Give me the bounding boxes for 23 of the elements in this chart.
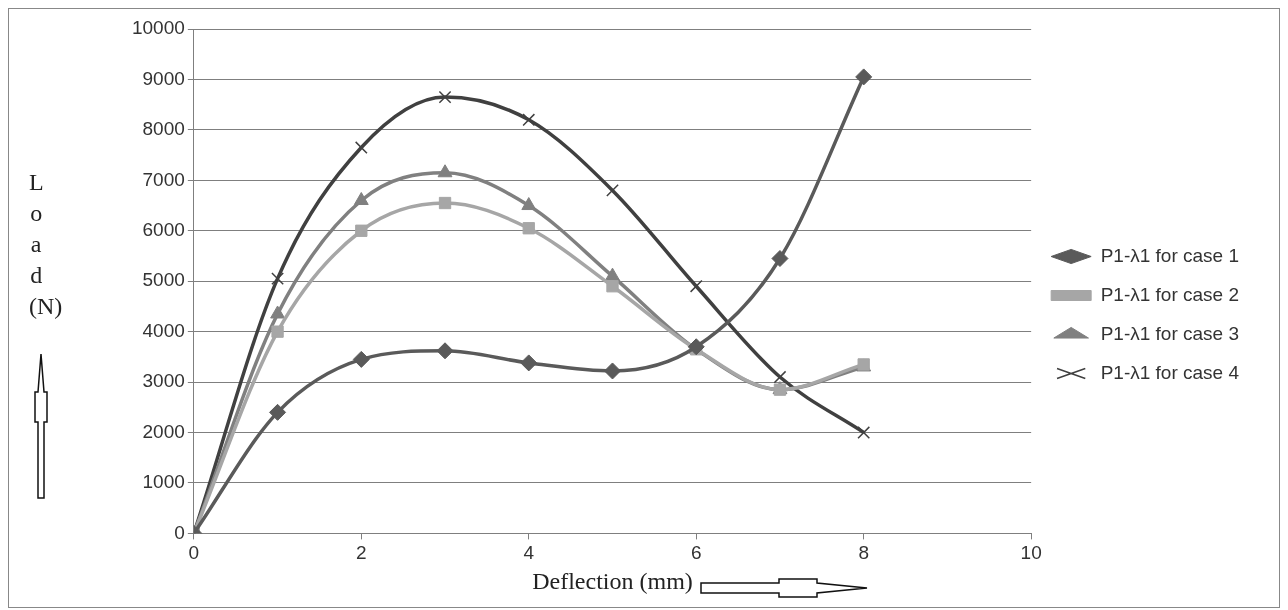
y-tick-label: 0 bbox=[174, 521, 185, 543]
legend-label: P1-λ1 for case 4 bbox=[1100, 361, 1240, 383]
x-tick-label: 0 bbox=[188, 542, 200, 564]
y-tick-label: 5000 bbox=[142, 269, 185, 291]
x-tick-label: 10 bbox=[1020, 542, 1042, 564]
y-tick-label: 3000 bbox=[142, 370, 185, 392]
y-axis-title: Load (N) bbox=[29, 168, 63, 321]
x-tick-label: 4 bbox=[523, 542, 535, 564]
y-tick-label: 6000 bbox=[142, 218, 185, 240]
legend-label: P1-λ1 for case 1 bbox=[1100, 244, 1239, 266]
x-axis-title: Deflection (mm) bbox=[532, 567, 693, 594]
y-tick-label: 2000 bbox=[142, 420, 185, 442]
x-tick-label: 6 bbox=[690, 542, 702, 564]
y-tick-label: 9000 bbox=[142, 67, 185, 89]
y-tick-label: 1000 bbox=[142, 471, 185, 493]
y-tick-label: 8000 bbox=[142, 118, 185, 140]
y-tick-label: 7000 bbox=[142, 168, 185, 190]
y-tick-label: 4000 bbox=[142, 319, 185, 341]
x-tick-label: 8 bbox=[858, 542, 869, 564]
y-tick-label: 10000 bbox=[131, 17, 185, 39]
legend-label: P1-λ1 for case 2 bbox=[1100, 283, 1239, 305]
x-tick-label: 2 bbox=[356, 542, 367, 564]
legend-label: P1-λ1 for case 3 bbox=[1100, 322, 1239, 344]
